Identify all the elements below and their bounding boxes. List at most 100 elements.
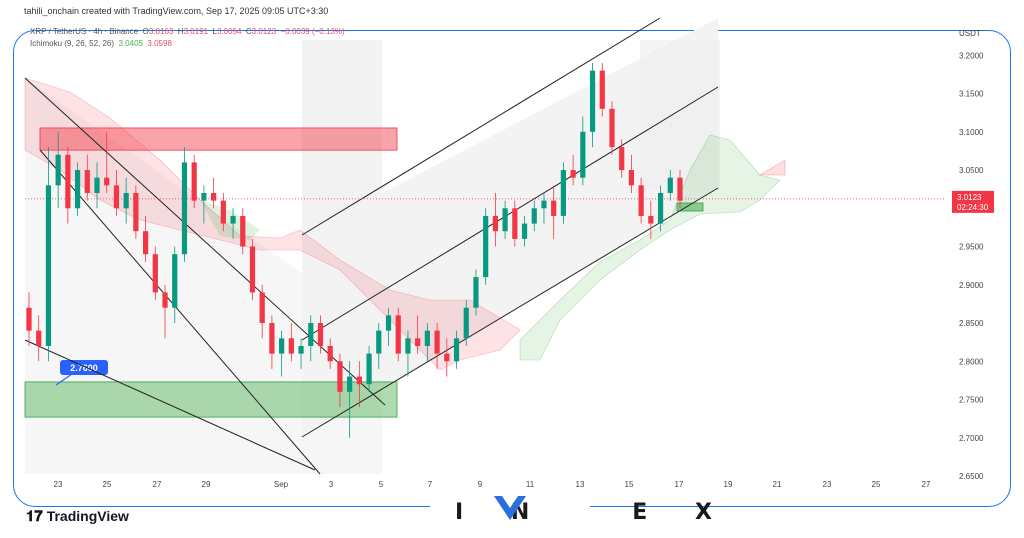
- candle-body: [619, 147, 625, 171]
- time-tick-label: 17: [675, 480, 684, 489]
- up-channel-mid: [301, 86, 719, 341]
- price-tick-label: 3.0500: [959, 166, 984, 175]
- candle-body: [463, 307, 469, 339]
- down-channel-upper: [24, 77, 386, 406]
- price-tick-label: 2.8500: [959, 319, 984, 328]
- candle-body: [385, 315, 392, 331]
- candle-body: [317, 323, 324, 346]
- candle-body: [648, 215, 654, 224]
- down-channel-shade: [25, 78, 382, 474]
- legend-high-label: H: [177, 27, 184, 36]
- legend-low: 3.0054: [216, 27, 242, 36]
- legend-low-label: L: [212, 27, 217, 36]
- time-tick-label: 23: [823, 480, 832, 489]
- time-tick-label: 13: [576, 480, 585, 489]
- candle-body: [337, 361, 343, 392]
- candle-body: [483, 215, 489, 278]
- price-tick-label: 2.7000: [959, 434, 984, 443]
- time-tick-label: 27: [153, 480, 162, 489]
- candle-body: [65, 154, 71, 209]
- time-tick-label: 29: [202, 480, 211, 489]
- candle-body: [512, 208, 518, 239]
- candle-body: [94, 177, 100, 193]
- ichimoku-cloud-bullish: [519, 134, 781, 361]
- target-zone: [676, 202, 704, 212]
- candle-body: [104, 177, 110, 186]
- candle-body: [201, 192, 207, 201]
- price-tick-label: 2.9000: [959, 281, 984, 290]
- candle-body: [492, 215, 498, 232]
- currency-label: USDT: [959, 29, 981, 38]
- candle-body: [36, 330, 42, 346]
- ichimoku-cloud-future: [758, 159, 786, 176]
- down-channel-lower: [24, 339, 316, 471]
- legend-symbol-row: XRP / TetherUS · 4h · Binance O3.0163 H3…: [30, 26, 345, 38]
- candle-body: [580, 131, 586, 178]
- time-tick-label: 25: [872, 480, 881, 489]
- legend: XRP / TetherUS · 4h · Binance O3.0163 H3…: [30, 26, 345, 50]
- candle-body: [376, 330, 382, 354]
- candle-body: [395, 315, 401, 354]
- support-label-text: 2.7600: [70, 363, 98, 373]
- candle-body: [415, 338, 421, 346]
- time-tick-label: 19: [724, 480, 733, 489]
- legend-symbol: XRP / TetherUS · 4h · Binance: [30, 27, 139, 36]
- candle-body: [211, 192, 217, 201]
- legend-close: 3.0123: [251, 27, 277, 36]
- price-tick-label: 2.8000: [959, 357, 984, 366]
- candle-body: [667, 177, 673, 193]
- time-tick-label: 5: [379, 480, 384, 489]
- candle-body: [356, 376, 362, 385]
- candle-body: [521, 223, 528, 239]
- candle-body: [589, 70, 596, 132]
- price-tick-label: 2.6500: [959, 472, 984, 481]
- candle-body: [628, 170, 635, 186]
- price-tick-label: 2.9500: [959, 243, 984, 252]
- time-tick-label: 15: [625, 480, 634, 489]
- candle-body: [269, 323, 275, 354]
- time-tick-label: 21: [773, 480, 782, 489]
- time-tick-label: 27: [922, 480, 931, 489]
- legend-open-label: O: [142, 27, 149, 36]
- tradingview-mark-icon: 𝟏𝟕: [26, 508, 43, 525]
- candle-body: [172, 254, 178, 308]
- time-tick-label: Sep: [274, 480, 289, 489]
- candle-body: [599, 70, 605, 109]
- up-channel-lower: [301, 187, 719, 438]
- candle-body: [473, 277, 479, 308]
- candle-body: [259, 292, 265, 324]
- candle-body: [142, 231, 149, 255]
- candle-body: [162, 292, 168, 308]
- candle-body: [181, 162, 188, 255]
- candle-body: [279, 338, 285, 354]
- candle-body: [230, 215, 236, 224]
- time-tick-label: 9: [478, 480, 483, 489]
- candle-body: [240, 215, 246, 247]
- current-price-badge: [952, 190, 994, 213]
- time-tick-label: 25: [103, 480, 112, 489]
- candle-body: [677, 177, 683, 201]
- time-tick-label: 23: [54, 480, 63, 489]
- byline: tahili_onchain created with TradingView.…: [24, 6, 329, 16]
- time-tick-label: 11: [526, 480, 535, 489]
- price-tick-label: 2.7500: [959, 396, 984, 405]
- legend-indicator-row: Ichimoku (9, 26, 52, 26) 3.0405 3.0598: [30, 38, 345, 50]
- support-price-label: 2.7600: [55, 360, 108, 386]
- candle-body: [113, 185, 120, 209]
- candle-body: [74, 170, 81, 209]
- countdown-text: 02:24:30: [957, 203, 989, 212]
- support-zone: [24, 381, 398, 418]
- legend-indicator-value-2: 3.0598: [147, 39, 172, 48]
- candle-body: [453, 338, 460, 362]
- support-label-pointer: [55, 373, 73, 386]
- candle-body: [531, 208, 537, 224]
- candle-body: [45, 185, 52, 346]
- legend-change: −0.0039 (−0.13%): [280, 27, 345, 36]
- time-tick-label: 7: [428, 480, 433, 489]
- candle-body: [123, 192, 129, 209]
- candle-body: [298, 345, 304, 354]
- candle-body: [551, 200, 557, 216]
- price-tick-label: 3.1500: [959, 90, 984, 99]
- candle-body: [638, 185, 644, 216]
